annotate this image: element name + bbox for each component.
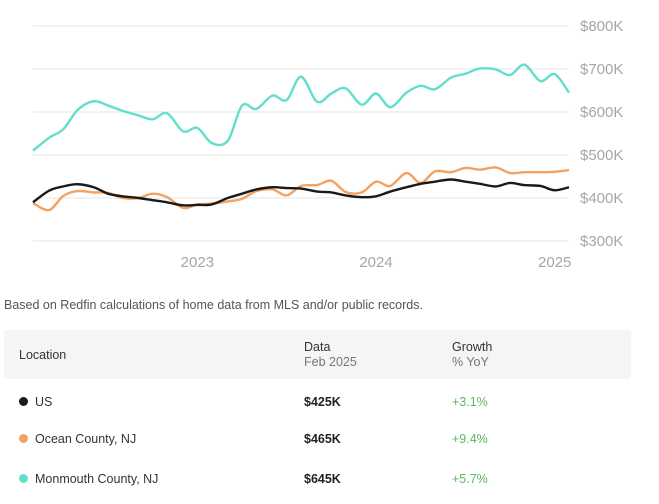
table-row-ocean: Ocean County, NJ $465K +9.4% [4, 422, 631, 459]
median-price-value: $645K [304, 472, 341, 486]
location-cell: Monmouth County, NJ [19, 472, 158, 486]
location-label: US [35, 395, 53, 409]
series-line-monmouth-county-nj [32, 63, 570, 152]
y-tick-label: $600K [580, 104, 623, 121]
location-header: Location [19, 348, 67, 362]
series-dot-ocean [19, 434, 28, 444]
comparison-table: Location Data Feb 2025 Growth % YoY US $… [4, 330, 631, 499]
growth-header: Growth % YoY [452, 340, 492, 369]
location-label: Monmouth County, NJ [35, 472, 159, 486]
y-tick-label: $500K [580, 147, 623, 164]
series-dot-monmouth [19, 474, 28, 484]
series-line-us [32, 178, 570, 207]
table-row-us: US $425K +3.1% [4, 385, 631, 422]
home-price-chart: $300K$400K$500K$600K$700K$800K 2023 2024 2… [32, 18, 623, 271]
x-tick-label: 2025 [538, 254, 571, 271]
growth-header-label: Growth [452, 340, 493, 354]
location-cell: US [19, 395, 52, 409]
location-label: Ocean County, NJ [35, 432, 137, 446]
table-row-monmouth: Monmouth County, NJ $645K +5.7% [4, 462, 631, 499]
data-source-note: Based on Redfin calculations of home dat… [4, 298, 423, 312]
y-tick-label: $300K [580, 233, 623, 250]
y-tick-label: $700K [580, 61, 623, 78]
data-header-period: Feb 2025 [304, 355, 357, 369]
x-tick-label: 2023 [181, 254, 214, 271]
yoy-growth-value: +9.4% [452, 432, 488, 446]
data-header-label: Data [304, 340, 331, 354]
yoy-growth-value: +3.1% [452, 395, 488, 409]
data-header: Data Feb 2025 [304, 340, 357, 369]
series-line-ocean-county-nj [32, 166, 570, 212]
series-dot-us [19, 397, 28, 407]
median-price-value: $465K [304, 432, 341, 446]
x-tick-label: 2024 [359, 254, 392, 271]
yoy-growth-value: +5.7% [452, 472, 488, 486]
grid [33, 25, 569, 242]
x-tick-labels: 2023 2024 2025 [181, 254, 572, 271]
table-header: Location Data Feb 2025 Growth % YoY [4, 330, 631, 379]
y-tick-label: $800K [580, 18, 623, 35]
series-lines [32, 63, 570, 212]
growth-header-unit: % YoY [452, 355, 489, 369]
y-tick-labels: $300K $400K $500K $600K $700K $800K [580, 18, 623, 250]
median-price-value: $425K [304, 395, 341, 409]
y-tick-label: $400K [580, 190, 623, 207]
location-cell: Ocean County, NJ [19, 432, 136, 446]
